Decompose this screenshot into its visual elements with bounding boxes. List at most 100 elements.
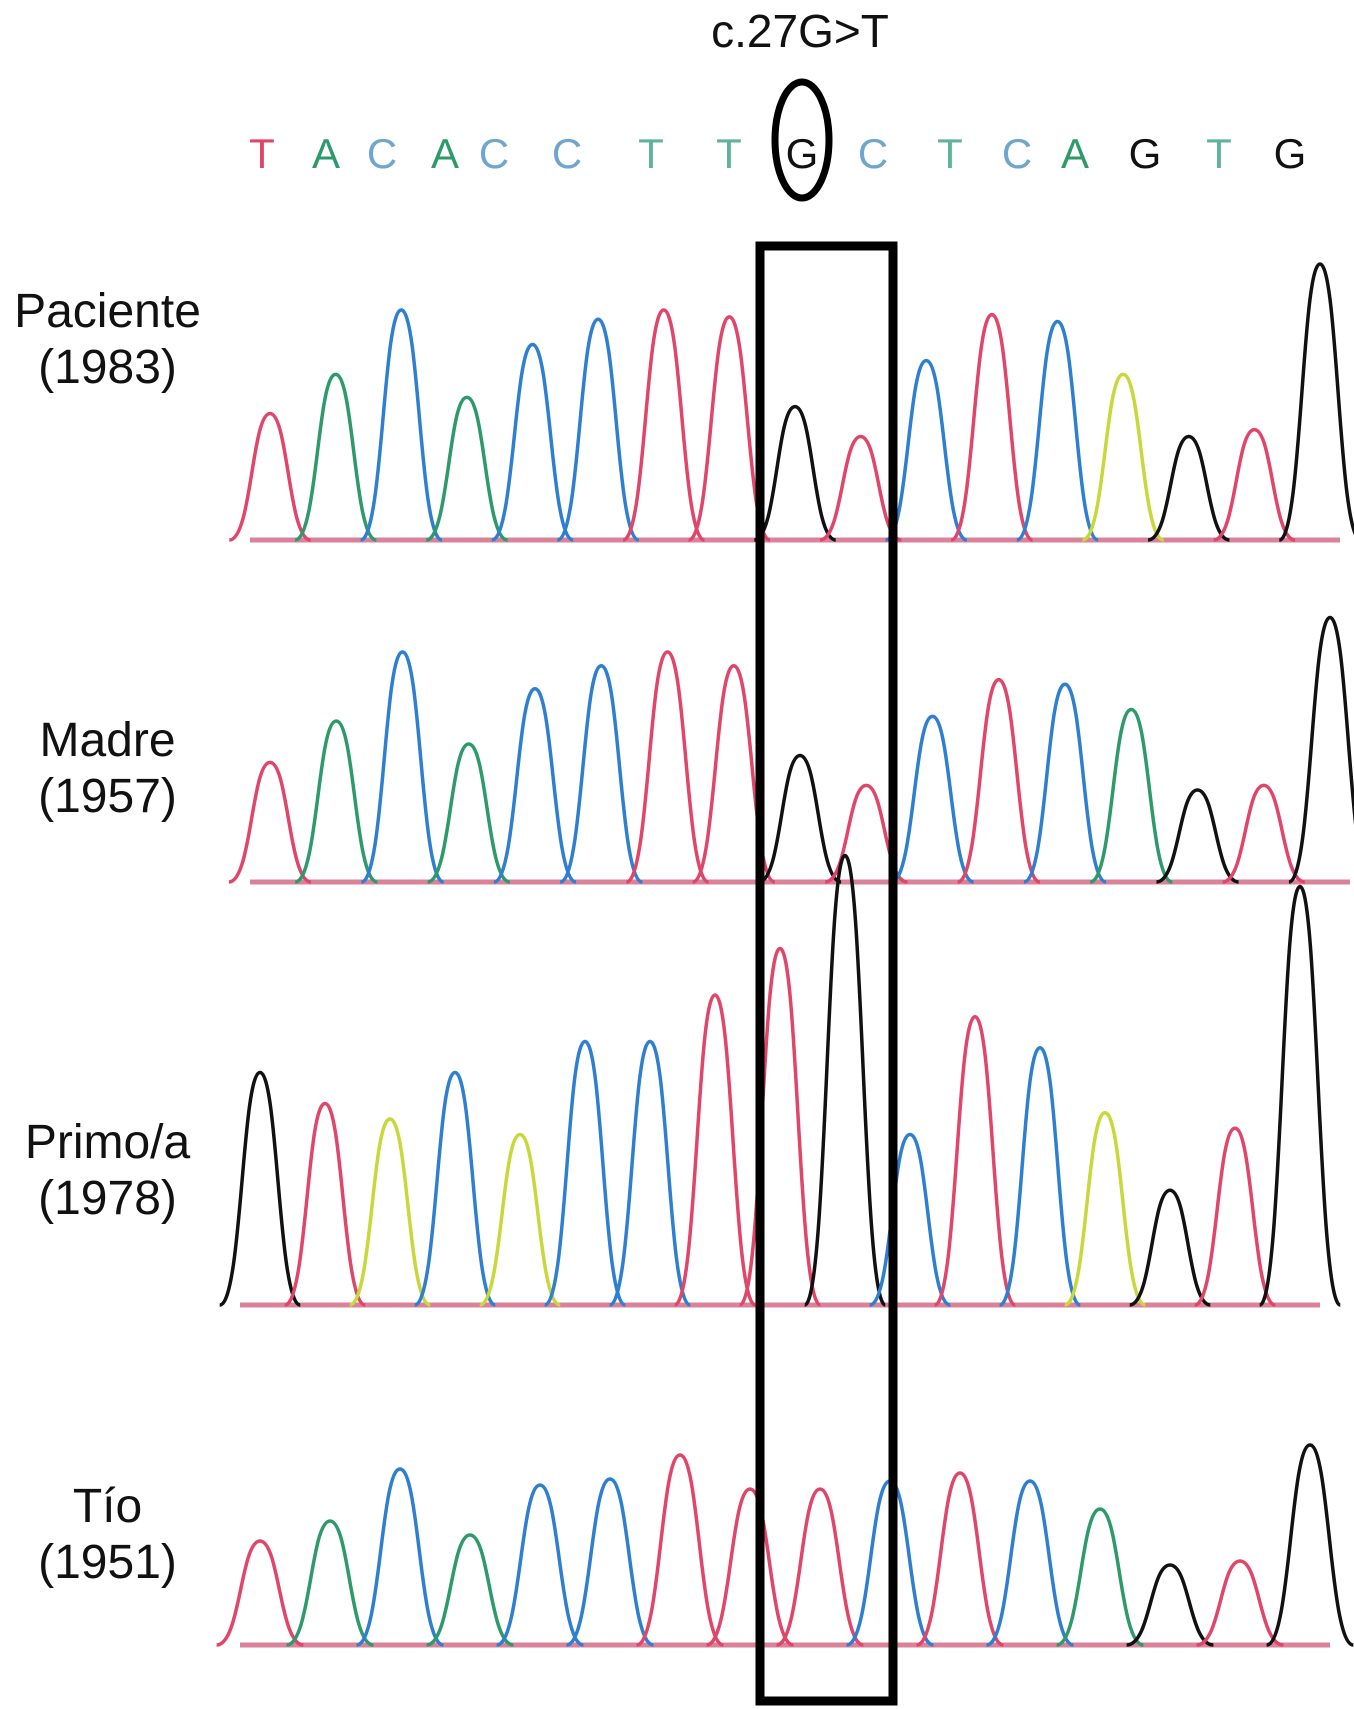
trace-peak: [413, 1070, 497, 1307]
trace-peak: [1129, 1188, 1211, 1307]
trace-peak: [1126, 1563, 1214, 1647]
sequence-base: T: [249, 130, 275, 177]
trace-peak: [427, 742, 511, 884]
trace-peak: [1213, 427, 1296, 542]
trace-peak: [426, 1533, 514, 1647]
sequence-base: G: [786, 130, 819, 177]
trace-peak: [559, 664, 644, 884]
trace-peak: [956, 677, 1041, 884]
trace-peak: [1055, 1507, 1145, 1647]
sample-label-paciente: Paciente (1983): [0, 284, 215, 396]
sample-label-madre: Madre (1957): [0, 713, 215, 825]
trace-peak: [359, 308, 443, 542]
trace-peak: [216, 1539, 304, 1647]
sequence-base: G: [1274, 130, 1307, 177]
trace-peak: [705, 1487, 795, 1647]
trace-peak: [478, 1132, 562, 1307]
sequence-base: T: [638, 130, 664, 177]
trace-peak: [775, 1487, 865, 1647]
trace-peak: [493, 687, 577, 884]
trace-peak: [1222, 783, 1306, 884]
sequence-base: T: [716, 130, 742, 177]
trace-peak: [348, 1117, 432, 1307]
mutation-label: c.27G>T: [711, 5, 889, 57]
trace-peak: [1288, 615, 1354, 884]
trace-peak: [803, 853, 887, 1307]
chromatogram-traces: [216, 262, 1354, 1648]
trace-peak: [608, 1039, 692, 1307]
trace-peak: [915, 1471, 1005, 1647]
sample-trace: [218, 853, 1342, 1308]
trace-peak: [753, 404, 837, 542]
trace-peak: [543, 1039, 627, 1307]
trace-peak: [1155, 788, 1240, 884]
trace-peak: [556, 317, 640, 542]
trace-peak: [1081, 372, 1165, 542]
trace-peak: [819, 434, 902, 542]
trace-peak: [286, 1519, 374, 1647]
trace-peak: [1147, 434, 1230, 542]
sequence-base: T: [937, 130, 963, 177]
sample-trace: [216, 1443, 1354, 1648]
sample-label-primo: Primo/a (1978): [0, 1115, 215, 1227]
sequence-base: C: [367, 130, 397, 177]
trace-peak: [1089, 707, 1174, 884]
trace-peak: [355, 1467, 445, 1647]
sample-year: (1983): [38, 341, 177, 394]
sample-name: Tío: [72, 1480, 143, 1533]
trace-peak: [985, 1479, 1075, 1647]
trace-peak: [228, 411, 312, 542]
trace-peak: [294, 719, 379, 884]
trace-peak: [890, 714, 975, 884]
trace-peak: [673, 993, 757, 1307]
trace-peak: [868, 1132, 952, 1307]
trace-peak: [625, 650, 710, 884]
trace-peak: [758, 753, 842, 884]
trace-peak: [283, 1101, 367, 1307]
trace-peak: [1278, 262, 1354, 542]
trace-peak: [218, 1070, 302, 1307]
trace-peak: [998, 1045, 1082, 1307]
trace-peak: [1023, 682, 1107, 884]
trace-peak: [495, 1483, 585, 1647]
sample-label-tio: Tío (1951): [0, 1479, 215, 1591]
sequence-base: C: [1002, 130, 1032, 177]
trace-peak: [565, 1477, 655, 1647]
trace-peak: [1015, 319, 1100, 542]
trace-peak: [738, 946, 822, 1307]
sample-trace: [228, 615, 1354, 885]
sample-name: Primo/a: [24, 1116, 191, 1169]
sample-trace: [228, 262, 1354, 543]
trace-peak: [228, 760, 312, 884]
sequence-base: A: [312, 130, 340, 177]
sample-name: Madre: [39, 714, 176, 767]
sequence-base: T: [1206, 130, 1232, 177]
highlight-box: [755, 241, 898, 1706]
trace-peak: [950, 312, 1034, 542]
trace-peak: [1063, 1111, 1147, 1307]
trace-peak: [360, 650, 445, 884]
trace-peak: [425, 395, 509, 542]
trace-peak: [884, 358, 968, 542]
sample-year: (1951): [38, 1536, 177, 1589]
trace-peak: [1196, 1559, 1284, 1647]
trace-peak: [635, 1453, 725, 1647]
trace-peak: [687, 315, 771, 542]
trace-peak: [294, 372, 378, 542]
trace-peak: [1193, 1126, 1277, 1307]
sequence-base: C: [479, 130, 509, 177]
sequence-base: C: [552, 130, 582, 177]
sequence-base: A: [431, 130, 459, 177]
sequence-base: C: [858, 130, 888, 177]
sample-name: Paciente: [14, 285, 201, 338]
sequence-base: A: [1061, 130, 1089, 177]
trace-peak: [933, 1014, 1017, 1307]
trace-peak: [622, 308, 706, 542]
sample-year: (1978): [38, 1172, 177, 1225]
mutation-circle: [771, 78, 833, 202]
trace-peak: [491, 342, 574, 542]
sequence-base: G: [1129, 130, 1162, 177]
sample-year: (1957): [38, 770, 177, 823]
